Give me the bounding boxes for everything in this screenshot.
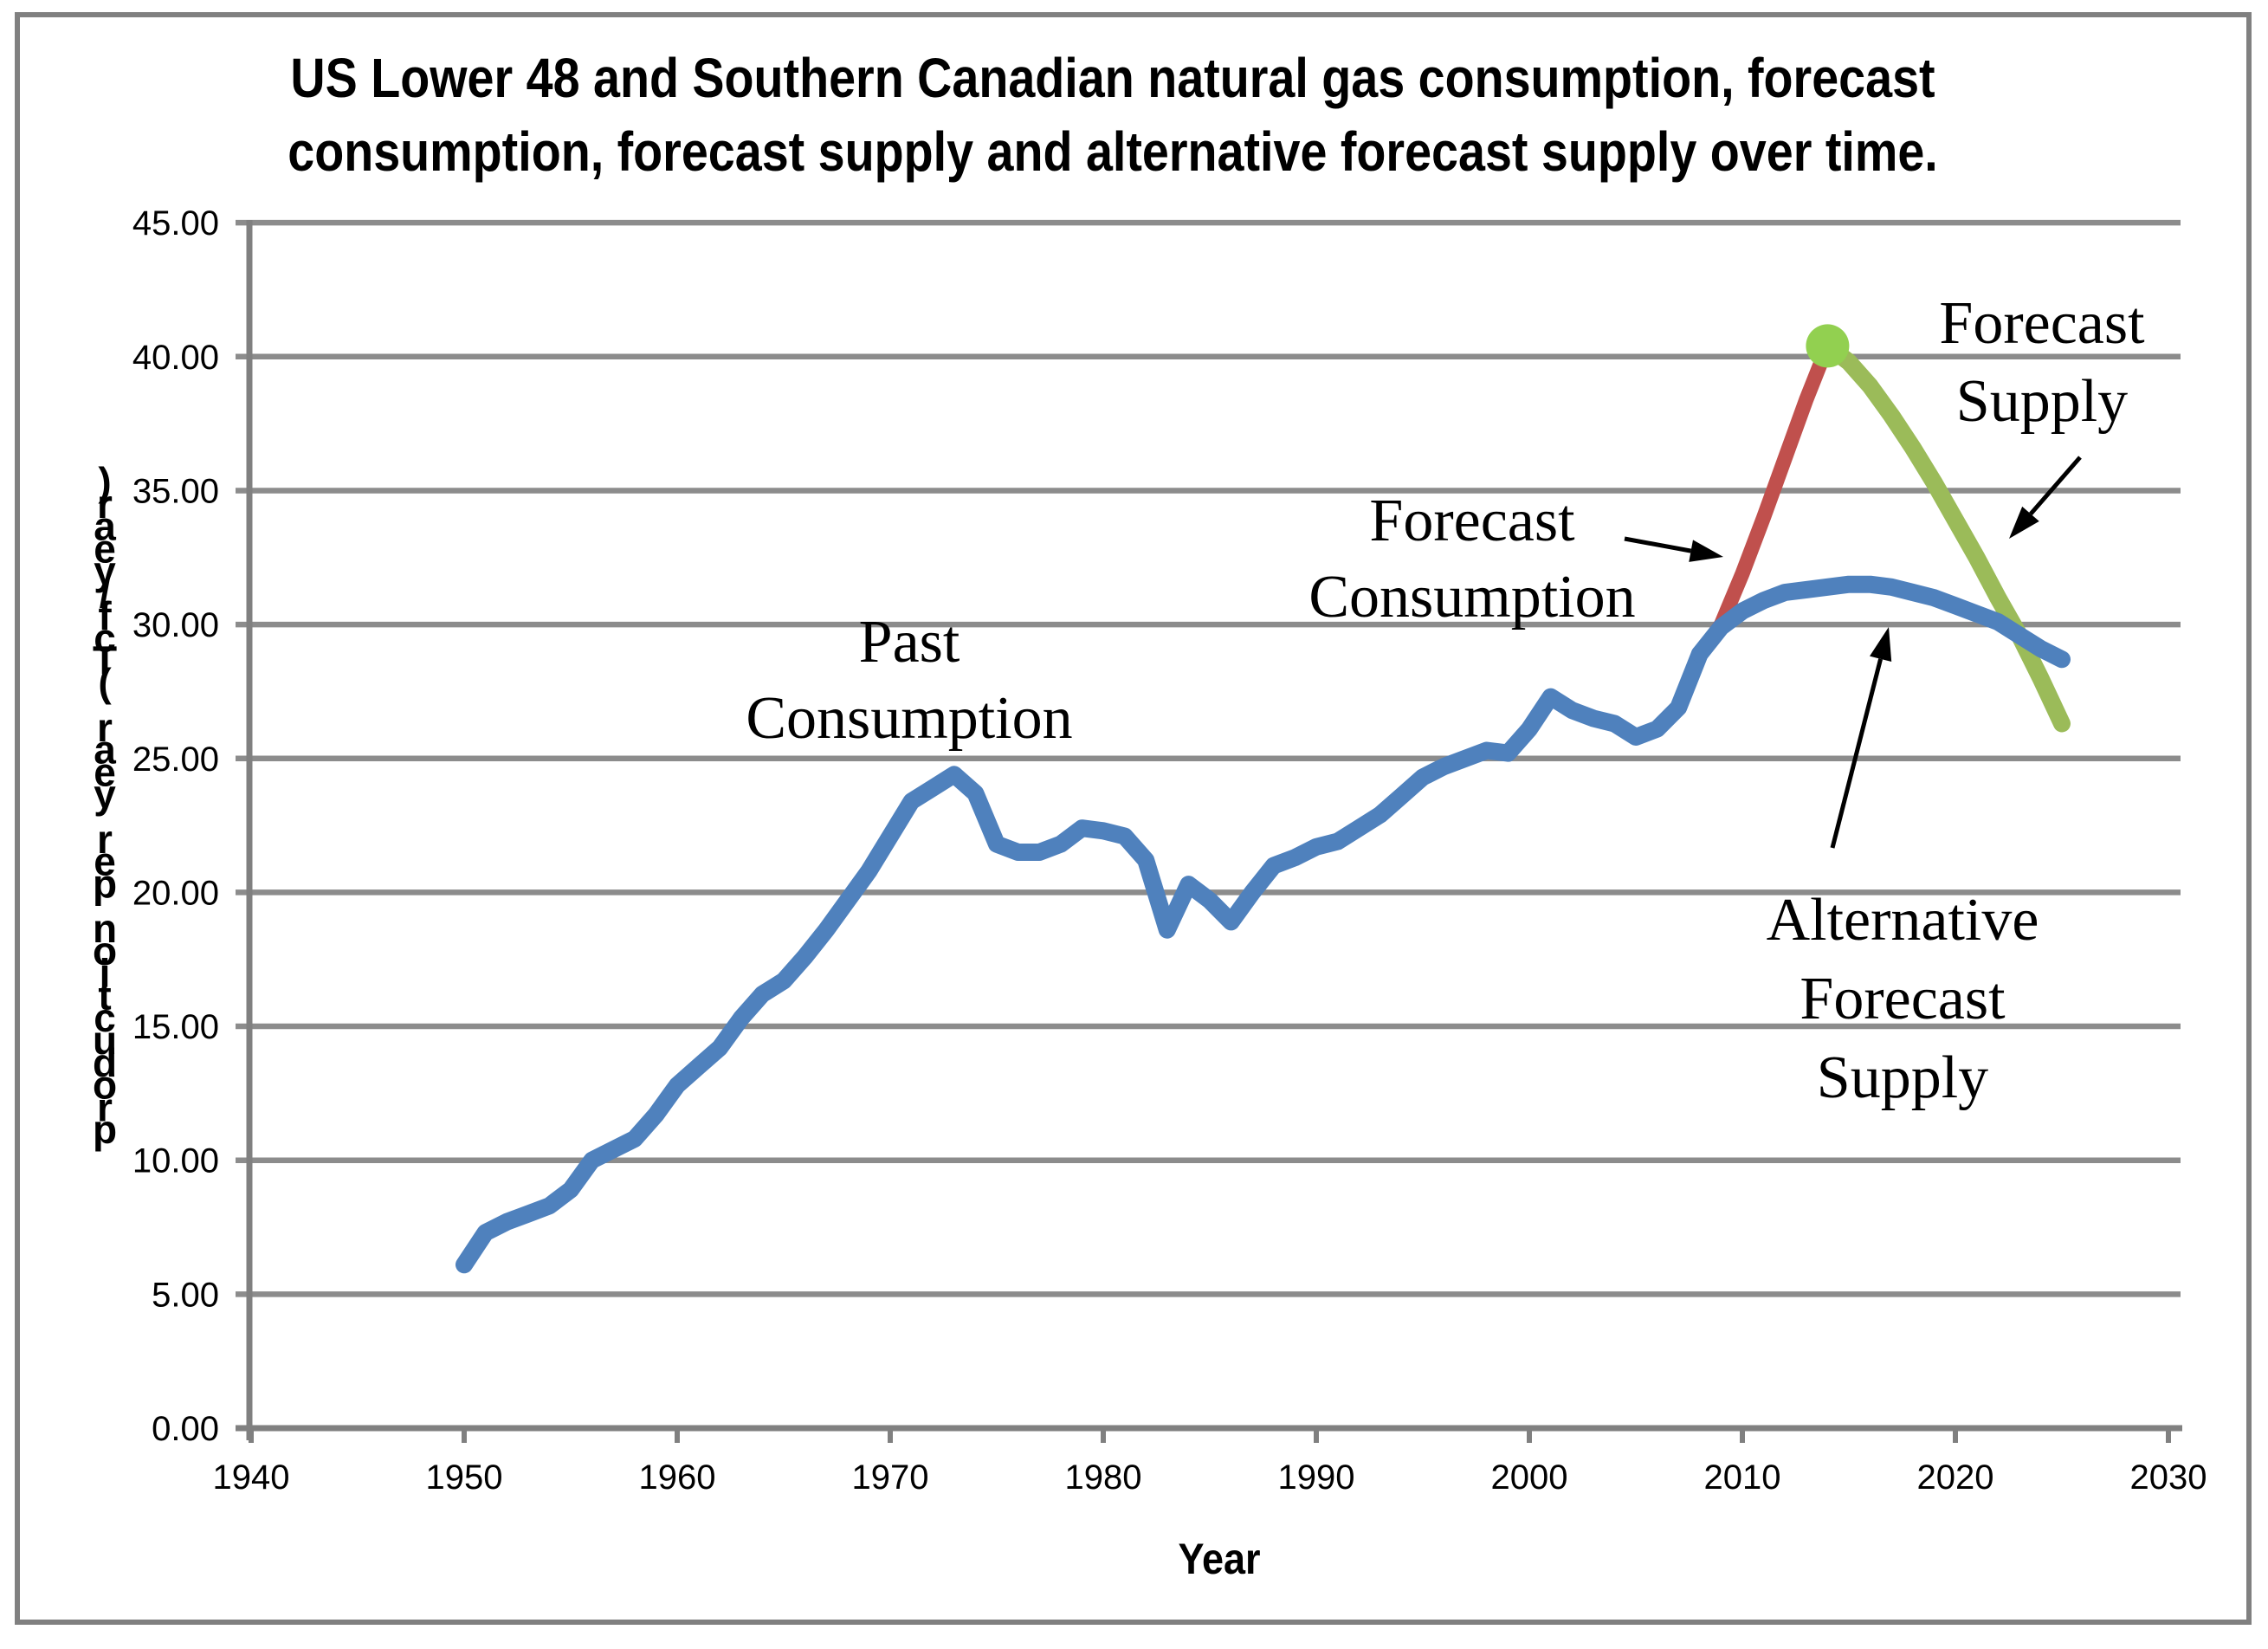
annotation-past-consumption-line: Past: [859, 609, 960, 676]
x-tick-label-1960: 1960: [639, 1458, 716, 1497]
y-axis-title-char: a: [94, 728, 116, 773]
y-axis-title-char: f: [98, 593, 112, 638]
y-axis-title-char: o: [93, 1063, 117, 1108]
y-axis-title-char: (: [98, 660, 112, 705]
y-axis-title-char: c: [94, 616, 116, 661]
annotation-alternative-forecast-supply: Alternative Forecast Supply: [1767, 627, 2039, 1111]
y-axis-title-char: r: [97, 482, 113, 527]
y-axis-title-char: y: [94, 772, 116, 817]
y-axis-title-char: T: [93, 637, 117, 682]
data-series: [456, 324, 2071, 1274]
y-axis-title-char: c: [94, 995, 116, 1040]
annotation-forecast-consumption: Forecast Consumption: [1308, 488, 1723, 630]
annotation-forecast-consumption-arrow-line: [1624, 536, 1692, 553]
y-tick-label-30.00: 30.00: [132, 606, 219, 644]
gridlines: [236, 219, 2181, 1297]
annotation-forecast-supply-arrow-line: [2029, 456, 2082, 516]
y-axis-title-char: r: [97, 1084, 113, 1129]
annotation-forecast-supply: Forecast Supply: [1939, 290, 2145, 539]
annotation-forecast-consumption-line: Consumption: [1308, 564, 1635, 630]
y-axis-title-char: r: [97, 817, 113, 862]
y-axis-title-char: e: [94, 526, 116, 571]
y-axis-title-char: a: [94, 504, 116, 549]
y-axis-title-char: t: [98, 973, 111, 1018]
y-axis-title-char: n: [93, 906, 117, 951]
y-tick-label-0.00: 0.00: [152, 1410, 219, 1448]
chart-title-line-1: US Lower 48 and Southern Canadian natura…: [290, 47, 1935, 108]
y-tick-label-45.00: 45.00: [132, 204, 219, 242]
x-tick-label-2010: 2010: [1704, 1458, 1781, 1497]
annotation-forecast-supply-arrowhead: [2009, 506, 2039, 539]
y-axis-title-char: /: [100, 571, 111, 616]
y-axis-title-char: ): [98, 459, 111, 504]
outer-border: [15, 12, 2252, 1625]
x-tick-label-1980: 1980: [1065, 1458, 1142, 1497]
y-axis-title-char: e: [94, 749, 116, 794]
annotation-forecast-supply-line: Supply: [1956, 368, 2128, 435]
annotation-past-consumption: Past Consumption: [746, 609, 1072, 752]
annotation-past-consumption-line: Consumption: [746, 685, 1072, 752]
x-tick-label-1940: 1940: [213, 1458, 290, 1497]
y-axis-title-char: p: [93, 1107, 117, 1152]
y-tick-label-35.00: 35.00: [132, 472, 219, 510]
y-axis-title-char: i: [100, 951, 111, 996]
y-axis-title-char: u: [93, 1018, 117, 1063]
y-axis-title-char: r: [97, 705, 113, 750]
y-axis-title-char: y: [94, 548, 116, 593]
forecast-supply-peak-marker: [1806, 324, 1850, 368]
y-tick-label-10.00: 10.00: [132, 1142, 219, 1180]
annotation-alternative-forecast-supply-line: Forecast: [1800, 966, 2006, 1032]
tick-labels: 0.00 5.00 10.00 15.00 20.00 25.00 30.00 35.00 40…: [132, 204, 2207, 1497]
annotation-forecast-supply-line: Forecast: [1939, 290, 2145, 357]
y-tick-label-15.00: 15.00: [132, 1008, 219, 1046]
x-tick-label-1950: 1950: [426, 1458, 503, 1497]
x-tick-label-2030: 2030: [2130, 1458, 2207, 1497]
y-axis-title-char: d: [93, 1040, 117, 1085]
chart-title-line-2: consumption, forecast supply and alterna…: [288, 120, 1937, 182]
annotation-alternative-forecast-supply-arrow-line: [1830, 658, 1884, 849]
x-tick-label-1970: 1970: [852, 1458, 929, 1497]
annotation-forecast-consumption-line: Forecast: [1369, 488, 1575, 554]
y-tick-label-40.00: 40.00: [132, 339, 219, 377]
y-axis-title-char: o: [93, 928, 117, 973]
x-tick-label-2000: 2000: [1491, 1458, 1568, 1497]
x-tick-label-1990: 1990: [1278, 1458, 1355, 1497]
series-past-consumption: [456, 645, 1709, 1274]
y-tick-label-5.00: 5.00: [152, 1276, 219, 1314]
annotation-alternative-forecast-supply-line: Alternative: [1767, 887, 2039, 954]
x-axis-title: Year: [1178, 1536, 1260, 1584]
axes: [236, 220, 2182, 1443]
annotation-alternative-forecast-supply-arrowhead: [1870, 627, 1892, 663]
y-tick-label-20.00: 20.00: [132, 874, 219, 912]
annotation-forecast-consumption-arrowhead: [1689, 540, 1723, 562]
y-axis-title-char: e: [94, 839, 116, 884]
y-tick-label-25.00: 25.00: [132, 740, 219, 779]
x-tick-label-2020: 2020: [1917, 1458, 1994, 1497]
annotations: PastConsumptionForecastConsumptionForeca…: [746, 290, 2145, 1111]
series-alternative-forecast-supply: [1690, 575, 2071, 669]
y-axis-title-char: p: [93, 861, 117, 906]
annotation-alternative-forecast-supply-line: Supply: [1817, 1044, 1988, 1111]
